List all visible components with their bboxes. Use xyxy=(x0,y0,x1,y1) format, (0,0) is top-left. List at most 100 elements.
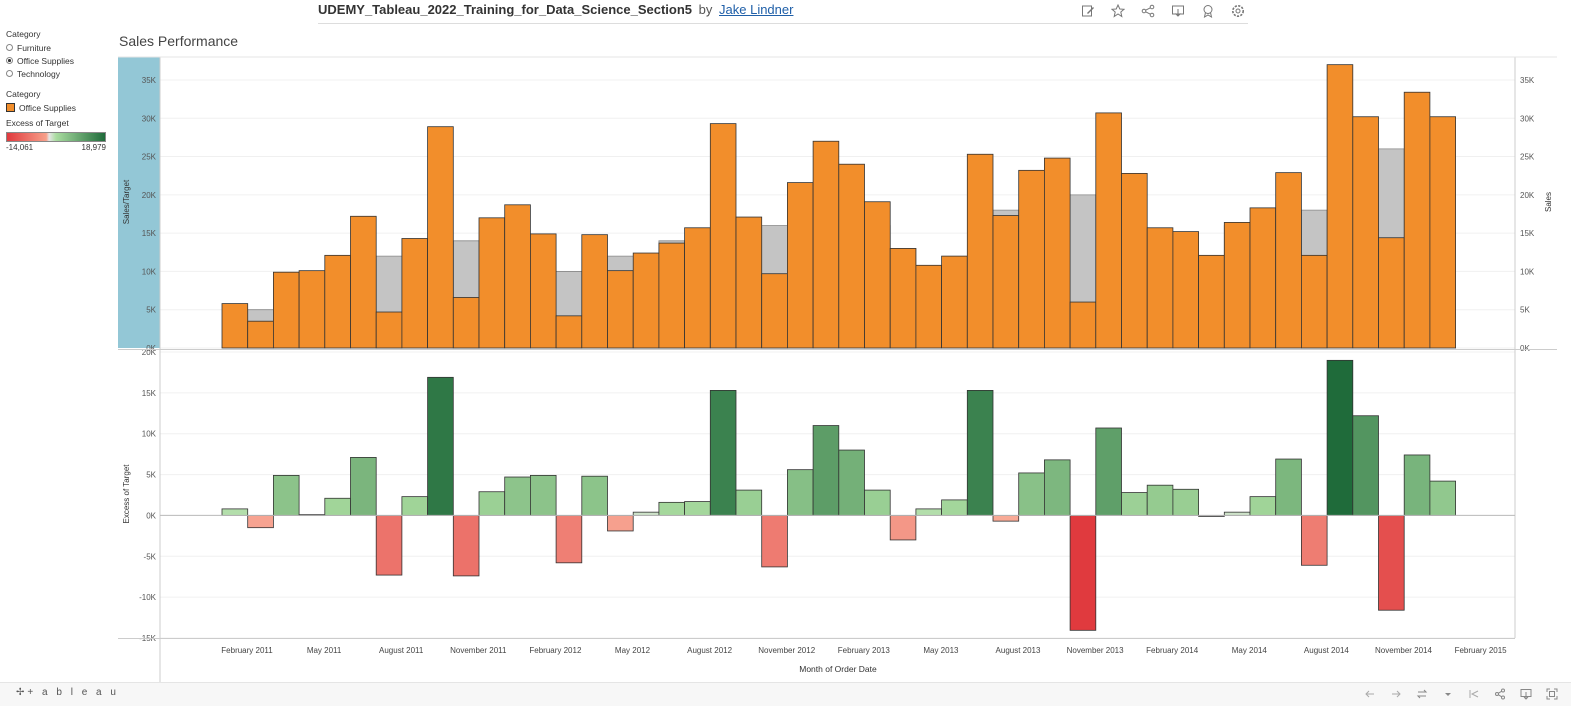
excess-bar[interactable] xyxy=(1070,515,1096,630)
excess-bar[interactable] xyxy=(916,509,942,516)
revert-icon[interactable] xyxy=(1413,686,1431,702)
sales-bar[interactable] xyxy=(710,124,736,348)
sales-bar[interactable] xyxy=(1122,173,1148,348)
sales-bar[interactable] xyxy=(916,265,942,348)
sales-bar[interactable] xyxy=(479,218,505,348)
sales-bar[interactable] xyxy=(839,164,865,348)
excess-bar[interactable] xyxy=(1173,489,1199,515)
excess-bar[interactable] xyxy=(787,470,813,516)
sales-bar[interactable] xyxy=(402,238,428,348)
sales-bar[interactable] xyxy=(685,228,711,348)
excess-bar[interactable] xyxy=(839,450,865,515)
excess-bar[interactable] xyxy=(530,475,556,515)
sales-bar[interactable] xyxy=(325,255,351,348)
excess-bars-series[interactable] xyxy=(222,360,1456,630)
sales-performance-chart[interactable]: 0K 0K5K 5K10K 10K15K 15K20K 20K25K 25K30K 30K35… xyxy=(0,0,1571,682)
sales-bar[interactable] xyxy=(1147,228,1173,348)
excess-bar[interactable] xyxy=(762,515,788,566)
sales-bar[interactable] xyxy=(813,141,839,348)
share-icon[interactable] xyxy=(1491,686,1509,702)
sales-bar[interactable] xyxy=(762,274,788,348)
excess-bar[interactable] xyxy=(453,515,479,575)
excess-bar[interactable] xyxy=(967,390,993,515)
excess-bar[interactable] xyxy=(813,426,839,516)
excess-bar[interactable] xyxy=(1379,515,1405,610)
sales-bar[interactable] xyxy=(1301,255,1327,348)
sales-bar[interactable] xyxy=(453,297,479,348)
excess-bar[interactable] xyxy=(1044,460,1070,516)
excess-bar[interactable] xyxy=(1122,493,1148,516)
sales-bar[interactable] xyxy=(890,248,916,348)
sales-bar[interactable] xyxy=(1327,65,1353,348)
excess-bar[interactable] xyxy=(273,475,299,515)
sales-bar[interactable] xyxy=(351,216,377,348)
sales-bar[interactable] xyxy=(376,312,402,348)
sales-bar[interactable] xyxy=(299,271,325,348)
excess-bar[interactable] xyxy=(890,515,916,540)
excess-bar[interactable] xyxy=(248,515,274,527)
excess-bar[interactable] xyxy=(582,476,608,515)
excess-bar[interactable] xyxy=(222,509,248,516)
sales-bar[interactable] xyxy=(1224,222,1250,348)
sales-bar[interactable] xyxy=(1379,238,1405,348)
sales-bar[interactable] xyxy=(1096,113,1122,348)
reset-icon[interactable] xyxy=(1465,686,1483,702)
sales-bar[interactable] xyxy=(556,316,582,348)
sales-bar[interactable] xyxy=(993,216,1019,348)
sales-bars-series[interactable] xyxy=(222,65,1456,348)
sales-bar[interactable] xyxy=(582,235,608,348)
sales-bar[interactable] xyxy=(1276,173,1302,348)
excess-bar[interactable] xyxy=(376,515,402,575)
excess-bar[interactable] xyxy=(1430,481,1456,515)
sales-bar[interactable] xyxy=(1404,92,1430,348)
excess-bar[interactable] xyxy=(993,515,1019,521)
excess-bar[interactable] xyxy=(428,377,454,515)
sales-bar[interactable] xyxy=(248,321,274,348)
sales-bar[interactable] xyxy=(1250,208,1276,348)
sales-bar[interactable] xyxy=(1044,158,1070,348)
sales-bar[interactable] xyxy=(1019,170,1045,348)
sales-bar[interactable] xyxy=(1430,117,1456,348)
sales-bar[interactable] xyxy=(1173,232,1199,348)
tableau-logo[interactable]: ✢+ a b l e a u xyxy=(16,687,119,698)
excess-bar[interactable] xyxy=(1404,455,1430,515)
undo-icon[interactable] xyxy=(1361,686,1379,702)
sales-bar[interactable] xyxy=(1199,255,1225,348)
excess-bar[interactable] xyxy=(659,502,685,515)
excess-bar[interactable] xyxy=(1096,428,1122,515)
sales-bar[interactable] xyxy=(659,243,685,348)
excess-bar[interactable] xyxy=(736,490,762,515)
excess-bar[interactable] xyxy=(685,502,711,516)
excess-bar[interactable] xyxy=(402,497,428,516)
excess-bar[interactable] xyxy=(1327,360,1353,515)
chevron-down-icon[interactable] xyxy=(1439,686,1457,702)
excess-bar[interactable] xyxy=(1301,515,1327,565)
excess-bar[interactable] xyxy=(1353,416,1379,516)
excess-bar[interactable] xyxy=(505,477,531,515)
excess-bar[interactable] xyxy=(1019,473,1045,515)
excess-bar[interactable] xyxy=(1147,485,1173,515)
excess-bar[interactable] xyxy=(556,515,582,562)
sales-bar[interactable] xyxy=(530,234,556,348)
sales-bar[interactable] xyxy=(736,217,762,348)
excess-bar[interactable] xyxy=(608,515,634,531)
excess-bar[interactable] xyxy=(325,498,351,515)
sales-bar[interactable] xyxy=(1070,302,1096,348)
sales-bar[interactable] xyxy=(608,271,634,348)
excess-bar[interactable] xyxy=(351,457,377,515)
sales-bar[interactable] xyxy=(1353,117,1379,348)
fullscreen-icon[interactable] xyxy=(1543,686,1561,702)
sales-bar[interactable] xyxy=(273,272,299,348)
sales-bar[interactable] xyxy=(222,304,248,348)
sales-bar[interactable] xyxy=(865,202,891,348)
excess-bar[interactable] xyxy=(1250,497,1276,516)
sales-bar[interactable] xyxy=(967,154,993,348)
excess-bar[interactable] xyxy=(479,492,505,516)
download-icon[interactable] xyxy=(1517,686,1535,702)
sales-bar[interactable] xyxy=(633,253,659,348)
sales-bar[interactable] xyxy=(428,127,454,348)
excess-bar[interactable] xyxy=(865,490,891,515)
sales-bar[interactable] xyxy=(505,205,531,348)
excess-bar[interactable] xyxy=(710,390,736,515)
sales-bar[interactable] xyxy=(787,183,813,348)
